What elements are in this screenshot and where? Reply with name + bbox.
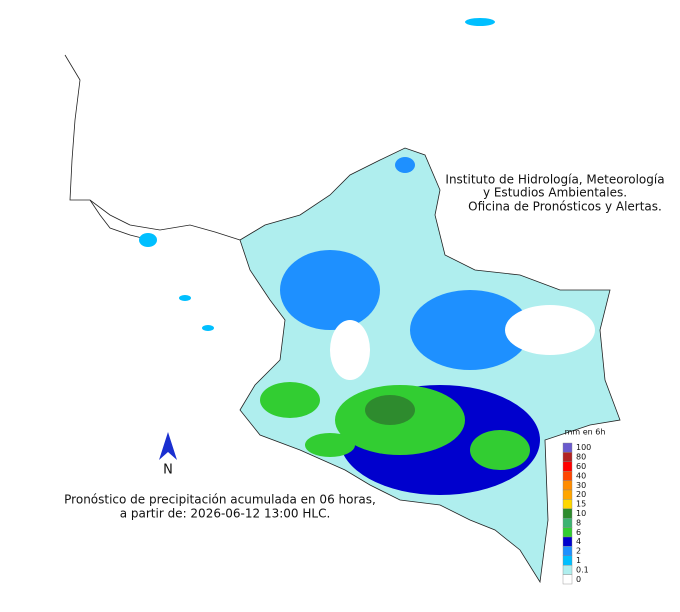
legend-swatch	[562, 518, 573, 528]
dry-area	[330, 320, 370, 380]
legend-label: 80	[576, 453, 586, 462]
header-line: Instituto de Hidrología, Meteorología	[445, 173, 664, 187]
dry-area	[505, 305, 595, 355]
rain-area	[465, 18, 495, 26]
caption-line: Pronóstico de precipitación acumulada en…	[64, 493, 376, 507]
legend-swatch	[562, 452, 573, 462]
legend-label: 10	[576, 509, 586, 518]
legend-swatch	[562, 527, 573, 538]
rain-area	[365, 395, 415, 425]
legend-label: 0.1	[576, 565, 589, 574]
rain-area	[139, 233, 157, 247]
header-line: Oficina de Pronósticos y Alertas.	[468, 200, 662, 214]
rain-area	[470, 430, 530, 470]
rain-area	[395, 157, 415, 173]
header-line: y Estudios Ambientales.	[483, 186, 627, 200]
north-arrow-icon	[159, 432, 177, 460]
legend-swatch	[562, 489, 573, 500]
legend-label: 100	[576, 443, 591, 452]
legend-swatch	[562, 555, 573, 566]
legend-label: 30	[576, 481, 586, 490]
north-arrow: N	[159, 432, 177, 478]
legend-label: 15	[576, 500, 586, 509]
legend-label: 40	[576, 471, 586, 480]
legend-label: 6	[576, 528, 581, 537]
caption-line: a partir de: 2026-06-12 13:00 HLC.	[120, 507, 331, 521]
legend-swatch	[562, 499, 573, 509]
legend-swatch	[562, 480, 573, 491]
coastline	[64, 54, 241, 241]
rain-area	[305, 433, 355, 457]
rain-area	[410, 290, 530, 370]
legend-swatch	[562, 574, 573, 585]
legend-swatch	[562, 508, 573, 519]
rain-area	[179, 295, 191, 301]
legend-label: 4	[576, 537, 581, 546]
legend-label: 2	[576, 547, 581, 556]
legend-label: 1	[576, 556, 581, 565]
legend-swatch	[562, 546, 573, 557]
legend-label: 0	[576, 575, 581, 584]
coastline	[89, 199, 151, 241]
legend-swatch	[562, 565, 573, 575]
rain-area	[280, 250, 380, 330]
legend-swatch	[562, 442, 573, 453]
legend-swatch	[562, 471, 573, 481]
legend-swatch	[562, 536, 573, 547]
legend-label: 20	[576, 490, 586, 499]
map-land	[64, 18, 621, 584]
north-label: N	[163, 463, 173, 478]
legend-label: 8	[576, 518, 581, 527]
legend-swatch	[562, 461, 573, 472]
rain-area	[260, 382, 320, 418]
legend-label: 60	[576, 462, 586, 471]
legend-title: mm en 6h	[565, 428, 606, 437]
rain-area	[202, 325, 214, 331]
